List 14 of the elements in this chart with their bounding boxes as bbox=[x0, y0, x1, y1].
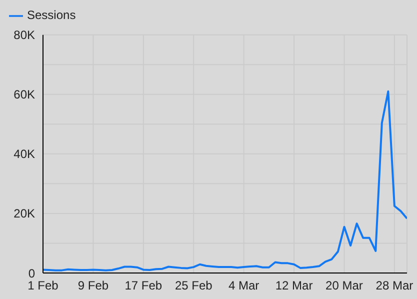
x-tick-label: 20 Mar bbox=[326, 278, 363, 293]
x-tick-label: 17 Feb bbox=[124, 278, 162, 293]
x-tick-label: 4 Mar bbox=[228, 278, 260, 293]
y-tick-label: 20K bbox=[14, 206, 35, 221]
x-tick-label: 9 Feb bbox=[78, 278, 109, 293]
legend-label: Sessions bbox=[27, 8, 76, 22]
x-tick-label: 12 Mar bbox=[275, 278, 313, 293]
y-tick-label: 80K bbox=[14, 28, 35, 42]
y-tick-label: 40K bbox=[14, 147, 35, 162]
x-tick-label: 25 Feb bbox=[174, 278, 213, 293]
y-tick-label: 60K bbox=[14, 88, 35, 102]
x-tick-label: 1 Feb bbox=[28, 278, 59, 293]
x-tick-label: 28 Mar bbox=[376, 278, 414, 293]
y-tick-label: 0 bbox=[28, 266, 36, 280]
